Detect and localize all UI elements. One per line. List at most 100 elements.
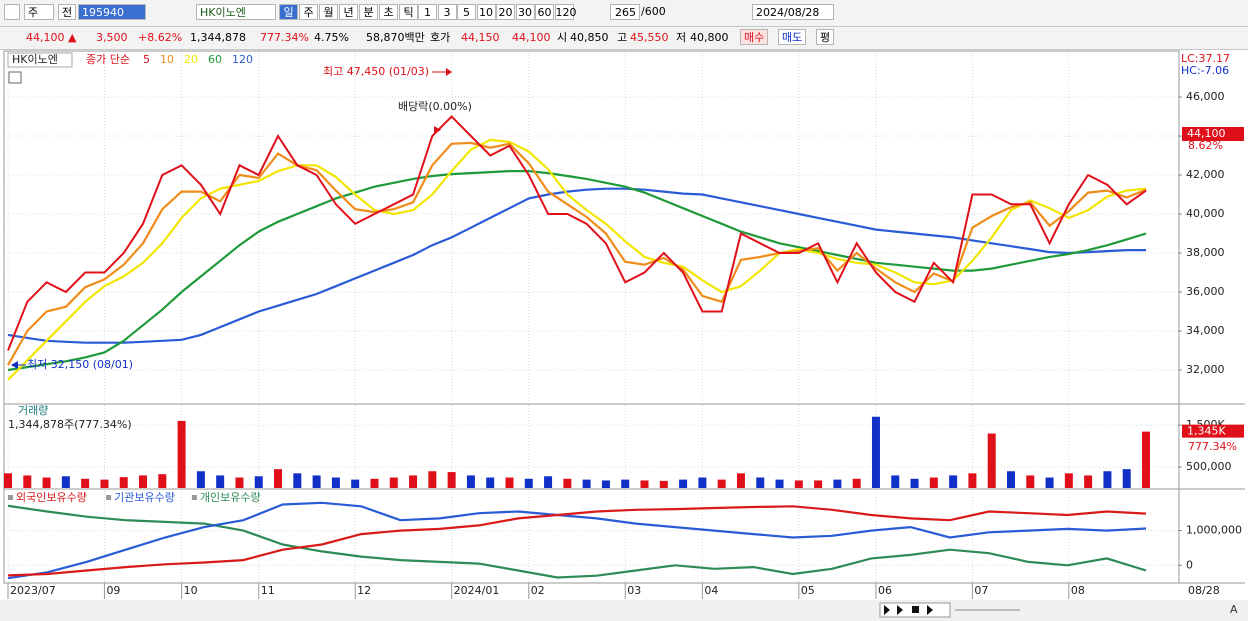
toolbar-button[interactable]: 3 xyxy=(437,4,457,20)
code-input[interactable]: 195940 xyxy=(78,4,146,20)
x-tick-label: 05 xyxy=(801,584,815,597)
toolbar-button[interactable]: 월 xyxy=(319,4,338,20)
series-line xyxy=(7,501,1147,580)
volume-bar xyxy=(621,479,630,488)
volume-bar xyxy=(640,480,649,488)
x-tick-label: 08 xyxy=(1071,584,1085,597)
volume-bar xyxy=(351,479,360,488)
volume-bar xyxy=(1045,477,1054,488)
icon[interactable] xyxy=(8,71,22,84)
avg-button[interactable]: 평 xyxy=(816,29,835,45)
legend-item: 20 xyxy=(184,53,198,66)
font-size-button[interactable]: A xyxy=(1230,603,1238,616)
toolbar-button[interactable]: 30 xyxy=(515,4,535,20)
volume-bar xyxy=(910,478,919,488)
toolbar-button[interactable]: 틱 xyxy=(399,4,418,20)
chart-bg xyxy=(0,50,1248,600)
volume-bar xyxy=(81,478,90,488)
volume-bar xyxy=(254,476,263,488)
volume-bar xyxy=(505,477,514,488)
legend-item: 기관보유수량 xyxy=(114,491,175,504)
legend-swatch xyxy=(106,495,112,500)
toolbar-button[interactable]: 10 xyxy=(476,4,496,20)
toolbar-button[interactable]: 1 xyxy=(418,4,437,20)
x-tick-label: 04 xyxy=(704,584,718,597)
marker xyxy=(434,126,441,134)
volume-bar xyxy=(158,474,167,488)
menu-icon[interactable] xyxy=(4,4,20,20)
date-input[interactable]: 2024/08/28 xyxy=(752,4,834,20)
volume-bar xyxy=(331,477,340,488)
volume-bar xyxy=(852,478,861,488)
volume-bar xyxy=(409,475,418,488)
volume-bar xyxy=(601,480,610,488)
volume-bar xyxy=(274,469,283,488)
high: 45,550 xyxy=(630,31,669,44)
toolbar-button[interactable]: 분 xyxy=(359,4,378,20)
y-tick-label: 500,000 xyxy=(1186,460,1232,473)
volume-bar xyxy=(486,477,495,488)
volume-bar xyxy=(833,479,842,488)
volume-bar xyxy=(949,475,958,488)
toolbar-button[interactable]: 60 xyxy=(535,4,554,20)
volume-bar xyxy=(756,477,765,488)
toolbar-button[interactable]: 초 xyxy=(379,4,398,20)
rate: +8.62% xyxy=(138,31,183,44)
volume-bar xyxy=(1084,475,1093,488)
volume-bar xyxy=(929,477,938,488)
nav-icons[interactable] xyxy=(884,605,933,615)
volume-bar xyxy=(1006,471,1015,488)
series-line xyxy=(7,115,1147,351)
volume-bar xyxy=(794,480,803,488)
volume-bar xyxy=(987,433,996,488)
volume-bar xyxy=(1064,473,1073,488)
toolbar-button[interactable]: 주 xyxy=(299,4,318,20)
volume-bar xyxy=(544,476,553,488)
stock-type[interactable]: 주 xyxy=(24,4,54,20)
series-line xyxy=(7,187,1146,344)
volume-bar xyxy=(814,480,823,488)
volume-bar xyxy=(61,476,70,488)
volume-bar xyxy=(370,478,379,488)
volume-bar xyxy=(1103,471,1112,488)
turnover: 4.75% xyxy=(314,31,349,44)
volume-bar xyxy=(1026,475,1035,488)
volume-bar xyxy=(1122,469,1131,488)
open-label: 시 xyxy=(557,31,568,44)
legend-item: 10 xyxy=(160,53,174,66)
toolbar-button[interactable]: 일 xyxy=(279,4,298,20)
volume-bar xyxy=(736,473,745,488)
x-tick-label: 10 xyxy=(184,584,198,597)
stock-name[interactable]: HK이노엔 xyxy=(196,4,276,20)
price: 44,100 ▲ xyxy=(26,31,77,44)
toolbar-button[interactable]: 20 xyxy=(496,4,515,20)
volume-bar xyxy=(1142,431,1150,488)
series-line xyxy=(7,138,1147,381)
prev-button[interactable]: 전 xyxy=(58,4,76,20)
value-label: 1,345K xyxy=(1187,425,1226,438)
ask: 44,150 xyxy=(461,31,500,44)
volume-subtitle: 1,344,878주(777.34%) xyxy=(8,418,132,431)
change: 3,500 xyxy=(96,31,128,44)
sell-button[interactable]: 매도 xyxy=(778,29,807,45)
toolbar-button[interactable]: 5 xyxy=(457,4,476,20)
volume-bar xyxy=(524,478,533,488)
volume-bar xyxy=(389,477,398,488)
visible-count[interactable]: 265 xyxy=(610,4,640,20)
toolbar-button[interactable]: 년 xyxy=(339,4,358,20)
x-end-label: 08/28 xyxy=(1188,584,1220,597)
lc-label: LC:37.17 xyxy=(1181,52,1230,65)
scroll-bar[interactable] xyxy=(0,600,1248,621)
toolbar-button[interactable]: 120 xyxy=(554,4,577,20)
arrow-head xyxy=(446,68,452,76)
total-count: /600 xyxy=(641,5,666,18)
buy-button[interactable]: 매수 xyxy=(740,29,769,45)
legend-item: 120 xyxy=(232,53,253,66)
volume-bar xyxy=(312,475,321,488)
y-tick-label: 42,000 xyxy=(1186,168,1225,181)
volume-bar xyxy=(659,480,668,488)
value-tag xyxy=(1182,424,1244,438)
